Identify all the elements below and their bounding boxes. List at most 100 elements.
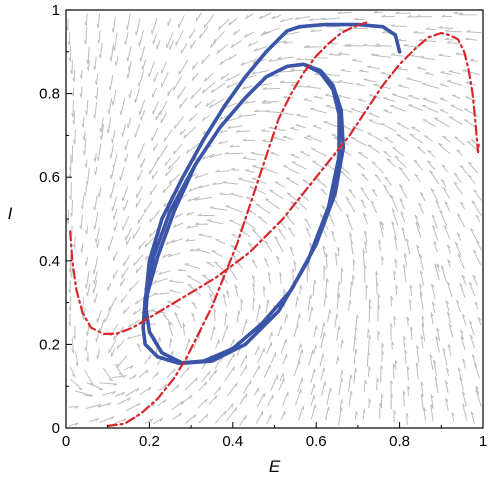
vector-field-arrow — [416, 146, 426, 155]
vector-field-arrow — [390, 53, 405, 57]
vector-field-arrow — [381, 14, 395, 18]
vector-field-arrow — [252, 177, 267, 185]
vector-field-arrow — [459, 201, 466, 210]
vector-field-arrow — [69, 366, 76, 378]
vector-field-arrow — [68, 405, 79, 409]
vector-field-arrow — [403, 253, 408, 267]
vector-field-arrow — [321, 381, 327, 396]
vector-field-arrow — [398, 84, 410, 89]
vector-field-arrow — [263, 364, 271, 378]
vector-field-arrow — [111, 129, 116, 143]
vector-field-arrow — [92, 256, 99, 274]
vector-field-arrow — [213, 261, 226, 272]
vector-field-arrow — [202, 274, 210, 281]
vector-field-arrow — [374, 53, 392, 58]
vector-field-arrow — [407, 14, 419, 18]
vector-field-arrow — [419, 254, 424, 271]
vector-field-arrow — [114, 391, 125, 397]
vector-field-arrow — [419, 270, 425, 286]
vector-field-arrow — [472, 274, 478, 286]
vector-field-arrow — [167, 17, 172, 26]
vector-field-arrow — [185, 238, 196, 242]
vector-field-arrow — [148, 60, 155, 78]
vector-field-arrow — [295, 296, 299, 308]
vector-field-arrow — [299, 284, 303, 295]
vector-field-arrow — [215, 339, 220, 349]
vector-field-arrow — [340, 369, 344, 379]
vector-field-arrow — [406, 77, 423, 83]
vector-field-arrow — [123, 199, 129, 211]
vector-field-arrow — [331, 230, 336, 242]
vector-field-arrow — [282, 391, 289, 406]
vector-field-arrow — [159, 100, 168, 116]
vector-field-arrow — [375, 271, 379, 284]
vector-field-arrow — [438, 53, 451, 58]
vector-field-arrow — [339, 399, 344, 410]
vector-field-arrow — [377, 330, 381, 341]
vector-field-arrow — [211, 182, 223, 185]
vector-field-arrow — [415, 362, 419, 380]
vector-field-arrow — [224, 151, 243, 155]
vector-field-arrow — [202, 114, 210, 121]
vector-field-arrow — [282, 135, 294, 140]
vector-field-arrow — [440, 71, 452, 76]
vector-field-arrow — [123, 306, 130, 314]
vector-field-arrow — [85, 167, 90, 186]
vector-field-arrow — [179, 366, 190, 379]
vector-field-arrow — [194, 196, 213, 201]
vector-field-arrow — [84, 159, 88, 168]
vector-field-arrow — [390, 24, 407, 27]
vector-field-arrow — [424, 135, 433, 142]
vector-field-arrow — [126, 69, 131, 79]
vector-field-arrow — [68, 255, 72, 273]
vector-field-arrow — [250, 151, 265, 156]
vector-field-arrow — [195, 12, 202, 22]
vector-field-arrow — [444, 37, 454, 41]
vector-field-arrow — [172, 75, 183, 91]
vector-field-arrow — [83, 394, 94, 398]
vector-field-arrow — [244, 100, 257, 104]
vector-field-arrow — [125, 237, 131, 246]
vector-field-arrow — [251, 259, 258, 269]
vector-field-arrow — [421, 105, 439, 113]
vector-field-arrow — [418, 38, 437, 43]
vector-field-arrow — [468, 281, 476, 296]
vector-field-arrow — [350, 108, 364, 114]
vector-field-arrow — [394, 359, 398, 370]
vector-field-arrow — [166, 33, 174, 48]
vector-field-arrow — [384, 136, 394, 144]
vector-field-arrow — [304, 218, 312, 229]
vector-field-arrow — [183, 126, 196, 139]
vector-field-arrow — [358, 98, 367, 103]
vector-field-arrow — [187, 275, 202, 284]
vector-field-arrow — [359, 69, 369, 73]
vector-field-arrow — [379, 402, 382, 420]
vector-field-arrow — [125, 387, 140, 397]
vector-field-arrow — [271, 14, 281, 20]
vector-field-arrow — [442, 186, 451, 200]
vector-field-arrow — [350, 240, 354, 255]
vector-field-arrow — [285, 177, 299, 186]
vector-field-arrow — [190, 87, 202, 100]
vector-field-arrow — [453, 172, 462, 183]
vector-field-arrow — [434, 376, 439, 393]
vector-field-arrow — [268, 58, 283, 62]
vector-field-arrow — [409, 133, 424, 144]
vector-field-arrow — [110, 169, 114, 179]
vector-field-arrow — [358, 151, 369, 160]
vector-field-arrow — [235, 129, 251, 133]
vector-field-arrow — [138, 240, 146, 250]
vector-field-arrow — [86, 351, 89, 362]
vector-field-arrow — [225, 407, 238, 422]
vector-field-arrow — [393, 315, 397, 326]
nullcline-line — [106, 21, 368, 427]
vector-field-arrow — [219, 115, 228, 121]
vector-field-arrow — [199, 26, 209, 39]
vector-field-arrow — [152, 292, 170, 296]
vector-field-arrow — [320, 331, 326, 349]
vector-field-arrow — [474, 301, 479, 310]
vector-field-arrow — [72, 129, 76, 145]
vector-field-arrow — [448, 323, 454, 338]
vector-field-arrow — [85, 324, 90, 336]
vector-field-arrow — [477, 316, 482, 326]
